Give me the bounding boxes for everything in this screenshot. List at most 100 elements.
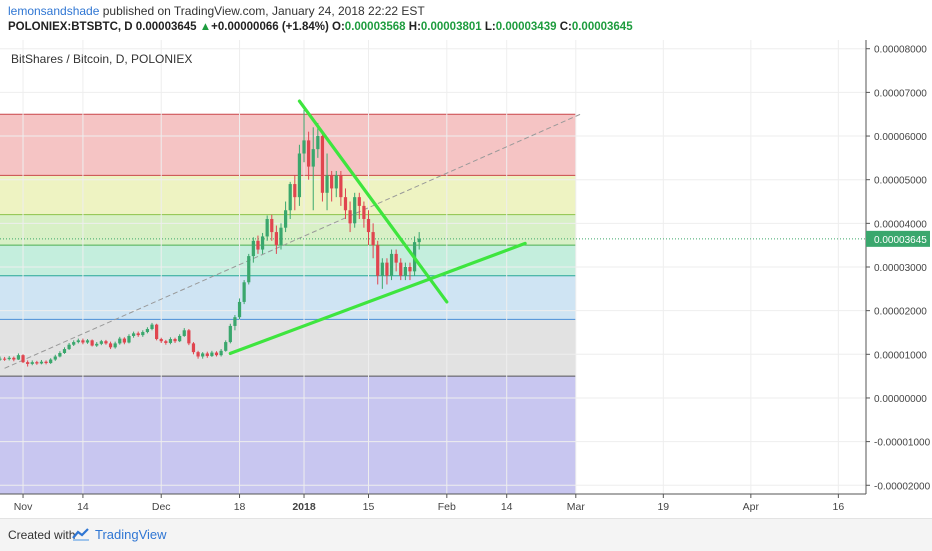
candle-body bbox=[122, 338, 126, 343]
y-tick-label: -0.00001000 bbox=[874, 438, 931, 449]
x-tick-label: 14 bbox=[501, 501, 513, 513]
candle-body bbox=[325, 175, 329, 193]
candle-body bbox=[39, 361, 44, 364]
candle-body bbox=[35, 362, 39, 364]
candle-body bbox=[26, 362, 30, 364]
fib-zone bbox=[0, 319, 576, 377]
candle-body bbox=[196, 352, 200, 357]
candle-body bbox=[21, 355, 25, 363]
candle-body bbox=[178, 335, 182, 342]
chart-header: lemonsandshade published on TradingView.… bbox=[0, 0, 932, 40]
candle-body bbox=[265, 218, 269, 237]
candle-body bbox=[353, 197, 357, 224]
candle-body bbox=[214, 352, 219, 356]
candle-body bbox=[237, 301, 242, 318]
trendline[interactable] bbox=[228, 241, 527, 356]
candle-body bbox=[279, 227, 283, 246]
candle-body bbox=[191, 343, 196, 353]
candle-body bbox=[302, 140, 306, 154]
candle-body bbox=[104, 341, 108, 344]
candle-body bbox=[274, 232, 278, 246]
symbol-label[interactable]: POLONIEX:BTSBTC, D bbox=[8, 21, 133, 33]
candle-body bbox=[270, 218, 274, 233]
candle-body bbox=[72, 342, 76, 345]
candle-body bbox=[44, 361, 48, 364]
candle-body bbox=[141, 332, 145, 336]
candle-body bbox=[334, 175, 338, 189]
y-tick-label: 0.00002000 bbox=[874, 307, 927, 318]
price-chart[interactable]: 0.00008000 0.00007000 0.00006000 0.00005000… bbox=[0, 40, 932, 518]
candle-body bbox=[357, 197, 361, 206]
fib-zone bbox=[0, 376, 576, 494]
candle-body bbox=[219, 350, 223, 356]
close-value: 0.00003645 bbox=[571, 21, 633, 33]
candle-body bbox=[366, 218, 371, 233]
candle-body bbox=[118, 338, 122, 344]
candle-body bbox=[0, 358, 2, 360]
y-tick-label: 0.00004000 bbox=[874, 219, 927, 230]
fib-zone bbox=[0, 114, 576, 176]
low-value: 0.00003439 bbox=[495, 21, 557, 33]
candle-body bbox=[343, 197, 348, 211]
high-value: 0.00003801 bbox=[420, 21, 482, 33]
candle-body bbox=[260, 236, 265, 250]
tradingview-brand-link[interactable]: TradingView bbox=[95, 527, 167, 542]
candle-body bbox=[182, 330, 186, 336]
candle-body bbox=[58, 352, 62, 357]
candle-body bbox=[127, 335, 131, 343]
candle-body bbox=[371, 232, 375, 246]
candle-body bbox=[12, 357, 16, 360]
candle-body bbox=[362, 205, 366, 219]
candle-body bbox=[81, 340, 85, 343]
candle-body bbox=[251, 240, 255, 257]
candle-body bbox=[283, 210, 288, 228]
candle-body bbox=[67, 344, 71, 350]
candle-body bbox=[150, 324, 154, 329]
candle-body bbox=[99, 341, 103, 344]
candle-body bbox=[389, 253, 394, 276]
candle-body bbox=[62, 349, 67, 353]
chart-title: BitShares / Bitcoin, D, POLONIEX bbox=[11, 52, 192, 66]
tradingview-logo-icon[interactable] bbox=[72, 527, 90, 541]
candle-body bbox=[385, 262, 389, 276]
candle-body bbox=[376, 245, 380, 276]
high-label: H: bbox=[408, 21, 421, 33]
candle-body bbox=[417, 238, 421, 243]
candle-body bbox=[145, 328, 150, 333]
trendline[interactable] bbox=[297, 99, 449, 304]
candle-body bbox=[394, 253, 398, 263]
y-tick-label: 0.00003000 bbox=[874, 263, 927, 274]
candle-body bbox=[85, 340, 90, 343]
dashed-trendline[interactable] bbox=[4, 113, 581, 369]
candle-body bbox=[339, 175, 343, 198]
x-tick-label: 19 bbox=[657, 501, 669, 513]
candle-body bbox=[49, 359, 53, 364]
candle-body bbox=[205, 353, 209, 357]
candle-body bbox=[108, 343, 113, 348]
y-tick-label: 0.00005000 bbox=[874, 176, 927, 187]
created-with-label: Created with bbox=[8, 528, 76, 542]
candle-body bbox=[288, 184, 292, 211]
candle-body bbox=[348, 210, 352, 224]
candle-body bbox=[210, 352, 214, 357]
fib-zone bbox=[0, 275, 576, 320]
x-tick-label: 15 bbox=[363, 501, 375, 513]
change-arrow-icon: ▲ bbox=[199, 21, 212, 33]
x-tick-label: Dec bbox=[152, 501, 171, 513]
candle-body bbox=[228, 325, 232, 343]
candle-body bbox=[164, 341, 168, 343]
candle-body bbox=[53, 356, 57, 360]
candle-body bbox=[90, 340, 94, 346]
candle-body bbox=[168, 339, 173, 343]
candle-body bbox=[113, 343, 117, 348]
y-tick-label: 0.00000000 bbox=[874, 394, 927, 405]
candle-body bbox=[159, 339, 163, 342]
x-tick-label: Nov bbox=[14, 501, 33, 513]
footer-bar: Created with TradingView bbox=[0, 518, 932, 551]
candle-body bbox=[330, 175, 334, 189]
current-price-label: 0.00003645 bbox=[874, 235, 927, 246]
candle-body bbox=[293, 184, 297, 198]
candle-body bbox=[307, 140, 311, 167]
author-link[interactable]: lemonsandshade bbox=[8, 4, 100, 18]
candle-body bbox=[408, 267, 412, 272]
